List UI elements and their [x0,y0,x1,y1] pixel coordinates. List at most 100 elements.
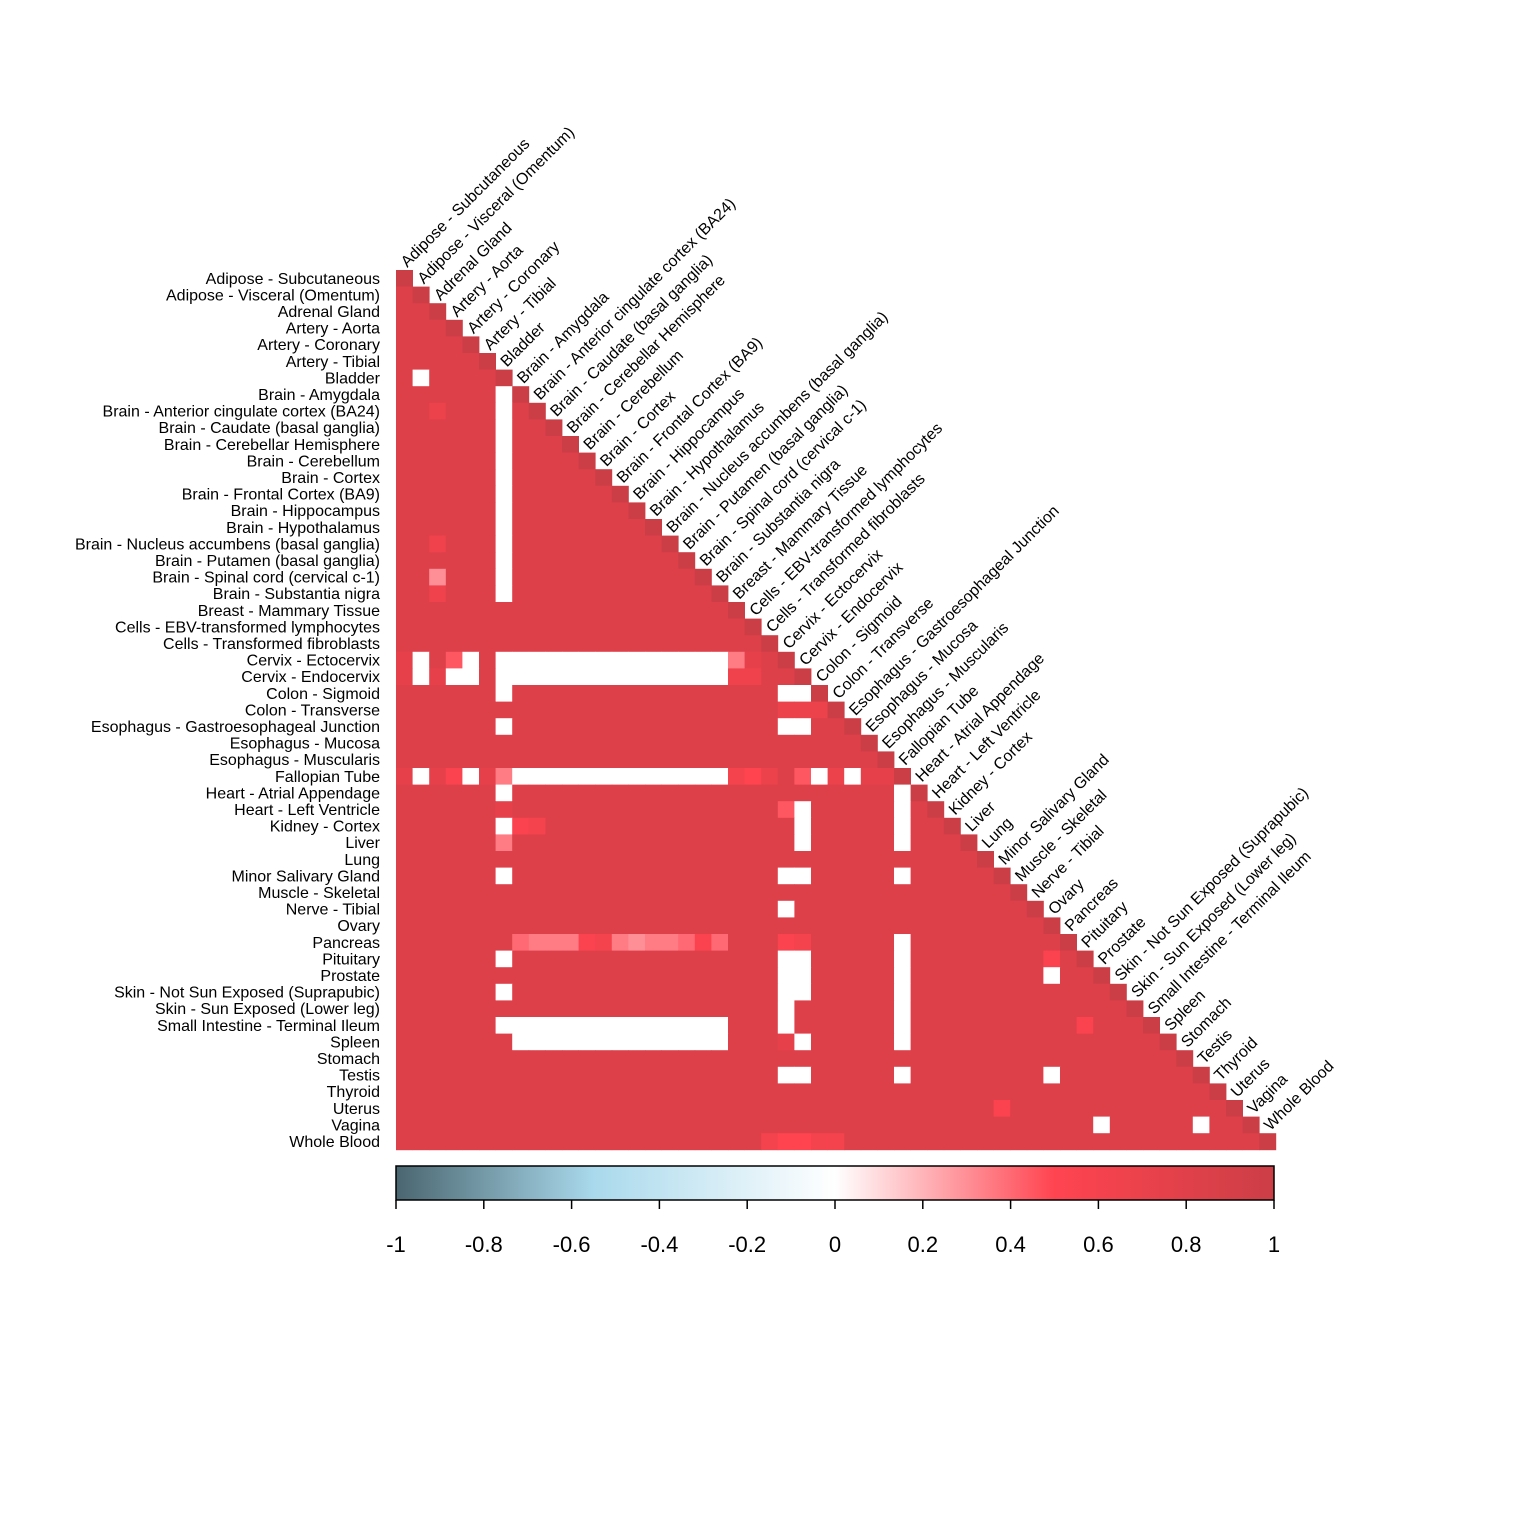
heatmap-cell [412,552,430,570]
heatmap-cell [595,1000,613,1018]
heatmap-cell [495,535,513,553]
heatmap-cell [462,834,480,852]
heatmap-cell [728,917,745,935]
heatmap-cell [694,1000,712,1018]
heatmap-cell [927,1066,945,1084]
heatmap-cell [777,1050,795,1068]
heatmap-cell [462,602,480,619]
heatmap-cell [744,651,762,669]
heatmap-cell [661,917,679,935]
heatmap-cell [429,635,447,653]
heatmap-cell [761,1017,779,1034]
heatmap-cell [545,618,563,636]
heatmap-cell [495,668,513,686]
heatmap-cell [943,1000,961,1018]
heatmap-cell [412,303,430,321]
heatmap-cell [495,967,513,985]
heatmap-cell [645,685,662,702]
heatmap-cell [412,419,430,437]
heatmap-cell [611,1000,629,1018]
heatmap-cell [811,950,828,968]
heatmap-cell [545,1050,563,1068]
colorbar-tick-label: 0.2 [908,1232,939,1257]
heatmap-cell [412,1033,430,1051]
heatmap-cell [396,1017,413,1034]
heatmap-cell [910,950,928,968]
heatmap-cell [628,884,646,902]
heatmap-cell [429,303,447,321]
heatmap-cell [761,784,779,802]
heatmap-cell [1226,1116,1243,1134]
heatmap-cell [894,884,911,902]
heatmap-cell [545,701,563,719]
heatmap-cell [429,983,447,1001]
heatmap-cell [827,817,845,835]
heatmap-cell [977,1033,994,1051]
heatmap-cell [595,1050,613,1068]
heatmap-cell [1209,1100,1227,1117]
heatmap-cell [927,834,945,852]
heatmap-cell [811,1066,828,1084]
heatmap-cell [927,967,945,985]
heatmap-cell [943,1133,961,1151]
heatmap-cell [927,1133,945,1151]
heatmap-cell [661,734,679,752]
heatmap-cell [827,851,845,868]
heatmap-cell [1209,1116,1227,1134]
row-label: Liver [345,835,380,852]
heatmap-cell [562,1116,579,1134]
heatmap-cell [611,934,629,951]
heatmap-cell [711,685,729,702]
heatmap-cell [628,917,646,935]
heatmap-cell [661,751,679,769]
heatmap-cell [728,602,745,619]
heatmap-cell [628,1100,646,1117]
heatmap-cell [827,1017,845,1034]
heatmap-cell [894,1066,911,1084]
heatmap-cell [777,801,795,819]
heatmap-cell [943,983,961,1001]
heatmap-cell [645,1050,662,1068]
heatmap-cell [694,1116,712,1134]
row-label: Artery - Tibial [286,354,380,371]
heatmap-cell [1159,1083,1177,1101]
heatmap-cell [578,1050,596,1068]
heatmap-cell [429,801,447,819]
heatmap-cell [794,668,812,686]
heatmap-cell [528,602,546,619]
heatmap-cell [894,1083,911,1101]
heatmap-cell [462,817,480,835]
heatmap-cell [811,851,828,868]
row-label: Cervix - Ectocervix [247,653,380,670]
heatmap-cell [1109,1083,1127,1101]
heatmap-cell [562,1133,579,1151]
heatmap-cell [977,1017,994,1034]
heatmap-cell [811,751,828,769]
heatmap-cell [794,768,812,785]
heatmap-cell [877,1017,895,1034]
heatmap-cell [711,851,729,868]
heatmap-cell [645,519,662,536]
heatmap-cell [611,568,629,586]
heatmap-cell [429,336,447,354]
heatmap-cell [694,1017,712,1034]
heatmap-cell [445,784,463,802]
heatmap-cell [462,983,480,1001]
heatmap-cell [960,967,978,985]
heatmap-cell [412,934,430,951]
heatmap-cell [1176,1116,1194,1134]
heatmap-cell [661,552,679,570]
heatmap-cell [894,817,911,835]
heatmap-cell [429,485,447,503]
heatmap-cell [611,751,629,769]
heatmap-cell [1060,934,1077,951]
heatmap-cell [445,950,463,968]
heatmap-cell [728,1066,745,1084]
heatmap-cell [711,668,729,686]
heatmap-cell [728,618,745,636]
heatmap-cell [927,983,945,1001]
heatmap-cell [396,469,413,487]
heatmap-cell [512,784,530,802]
heatmap-cell [960,1133,978,1151]
row-label: Esophagus - Mucosa [230,736,380,753]
